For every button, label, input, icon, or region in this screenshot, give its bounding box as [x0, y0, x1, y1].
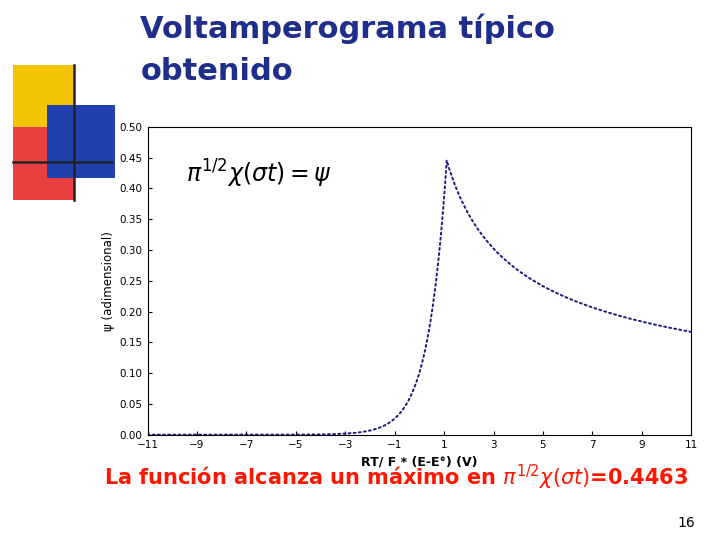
Text: La función alcanza un máximo en $\pi^{1/2}\chi(\sigma t)$=0.4463: La función alcanza un máximo en $\pi^{1/…: [104, 463, 688, 492]
Text: $\pi^{1/2}\chi(\sigma t) = \psi$: $\pi^{1/2}\chi(\sigma t) = \psi$: [186, 158, 331, 190]
Y-axis label: ψ (adimensional): ψ (adimensional): [102, 231, 115, 330]
X-axis label: RT/ F * (E-E°) (V): RT/ F * (E-E°) (V): [361, 455, 477, 468]
Text: 16: 16: [677, 516, 695, 530]
Text: obtenido: obtenido: [140, 57, 293, 86]
Text: Voltamperograma típico: Voltamperograma típico: [140, 14, 555, 44]
